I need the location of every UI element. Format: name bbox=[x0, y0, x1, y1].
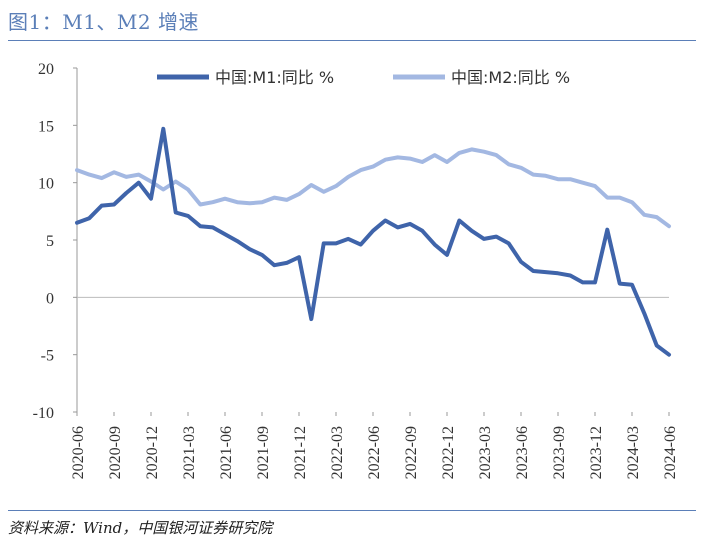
legend-m2-label: 中国:M2:同比 % bbox=[451, 68, 570, 87]
x-tick-label: 2024-06 bbox=[662, 426, 679, 479]
series-line-m1 bbox=[75, 126, 671, 357]
source-rule bbox=[8, 510, 696, 511]
y-tick-label: -5 bbox=[41, 348, 54, 365]
source-note: 资料来源：Wind，中国银河证券研究院 bbox=[8, 519, 273, 537]
title-rule bbox=[8, 40, 696, 41]
y-tick-label: 0 bbox=[46, 290, 54, 307]
x-tick-label: 2022-03 bbox=[329, 426, 346, 479]
y-tick-label: 10 bbox=[38, 176, 54, 193]
x-tick-label: 2021-06 bbox=[218, 426, 235, 479]
y-tick-label: -10 bbox=[33, 405, 54, 422]
x-tick-label: 2021-12 bbox=[292, 426, 309, 479]
x-tick-label: 2023-09 bbox=[551, 426, 568, 479]
x-tick-label: 2024-03 bbox=[625, 426, 642, 479]
x-tick-label: 2021-09 bbox=[255, 426, 272, 479]
y-tick-label: 5 bbox=[46, 233, 54, 250]
x-tick-label: 2021-03 bbox=[181, 426, 198, 479]
x-tick-label: 2020-06 bbox=[70, 426, 87, 479]
x-tick-label: 2023-06 bbox=[514, 426, 531, 479]
x-tick-label: 2020-09 bbox=[107, 426, 124, 479]
series-line-m2 bbox=[75, 147, 671, 229]
figure-title: 图1：M1、M2 增速 bbox=[8, 10, 199, 34]
x-tick-label: 2022-09 bbox=[403, 426, 420, 479]
x-tick-label: 2020-12 bbox=[144, 426, 161, 479]
x-tick-label: 2023-03 bbox=[477, 426, 494, 479]
y-tick-label: 20 bbox=[38, 61, 54, 78]
legend-m1-label: 中国:M1:同比 % bbox=[215, 68, 334, 87]
y-tick-label: 15 bbox=[38, 118, 54, 135]
x-tick-label: 2022-06 bbox=[366, 426, 383, 479]
x-tick-label: 2022-12 bbox=[440, 426, 457, 479]
x-tick-label: 2023-12 bbox=[588, 426, 605, 479]
